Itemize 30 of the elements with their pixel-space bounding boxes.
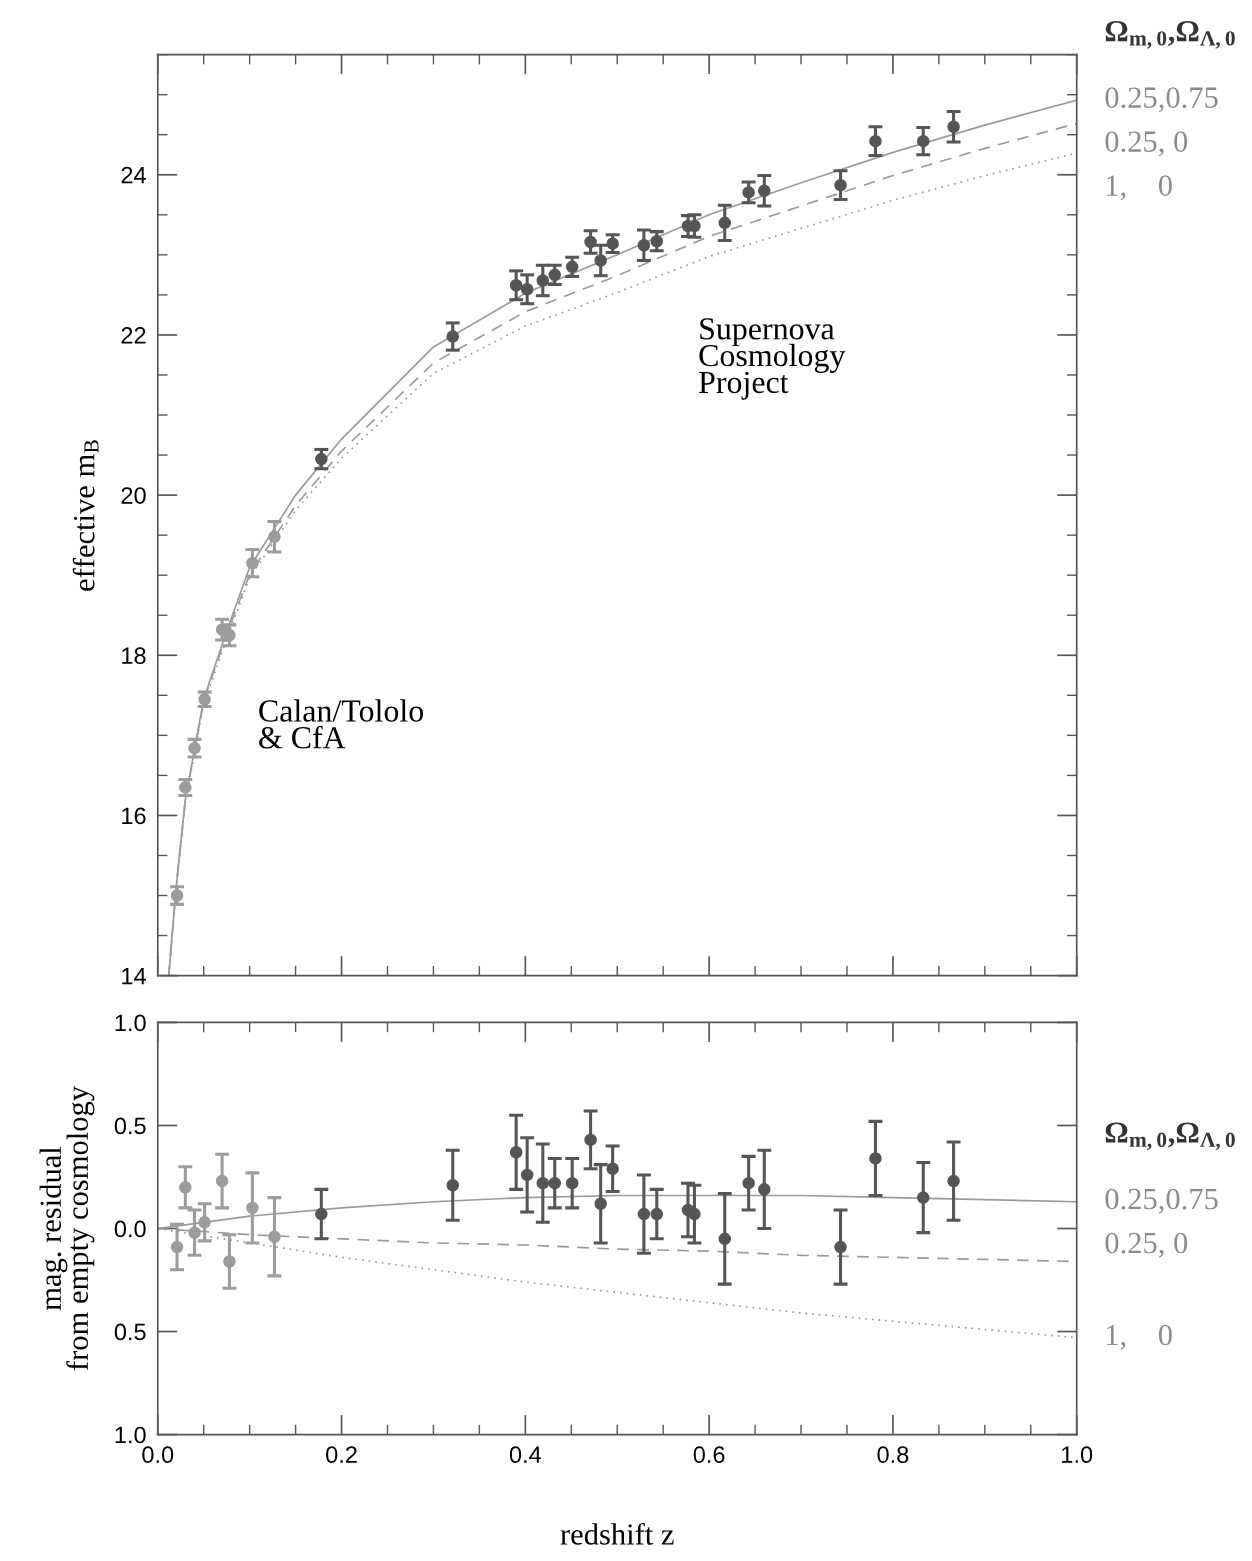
y-tick-label: 20	[121, 487, 146, 504]
x-tick-label: 0.0	[142, 1446, 174, 1464]
x-tick-label: 0.8	[877, 1446, 909, 1464]
series-label: 0.25,0.75	[1105, 87, 1218, 113]
series-label: 0.25,0.75	[1105, 1188, 1218, 1214]
series-label: 0.25, 0	[1105, 131, 1188, 157]
y-tick-label: 0.5	[114, 1117, 146, 1135]
y-tick-label: 14	[122, 967, 146, 985]
x-axis-title: redshift z	[560, 1522, 674, 1545]
legend-title: Ω$_{m,0}$,Ω$_{Λ,0}$	[1105, 20, 1235, 49]
y-axis-title: effective m$_{B}$	[72, 440, 99, 591]
y-tick-label: 18	[122, 647, 146, 665]
series-label: 1, 0	[1106, 1324, 1172, 1350]
annotation: Calan/Tololo & CfA	[259, 699, 424, 749]
y-tick-label: 1.0	[115, 1426, 146, 1444]
series-label: 1, 0	[1106, 175, 1172, 201]
x-tick-label: 0.2	[326, 1446, 357, 1464]
y-tick-label: 1.0	[115, 1014, 146, 1032]
y-tick-label: 24	[121, 166, 146, 184]
x-tick-label: 0.4	[509, 1446, 542, 1464]
y-tick-label: 0.0	[114, 1220, 146, 1238]
y-tick-label: 22	[121, 327, 146, 344]
series-label: 0.25, 0	[1105, 1232, 1188, 1258]
y-tick-label: 16	[122, 807, 146, 825]
x-tick-label: 0.6	[693, 1446, 725, 1464]
y-axis-title: mag. residual from empty cosmology	[39, 1086, 95, 1371]
x-tick-label: 1.0	[1062, 1446, 1093, 1464]
y-tick-label: 0.5	[114, 1323, 146, 1341]
legend-title: Ω$_{m,0}$,Ω$_{Λ,0}$	[1105, 1122, 1235, 1151]
annotation: Supernova Cosmology Project	[699, 318, 846, 400]
